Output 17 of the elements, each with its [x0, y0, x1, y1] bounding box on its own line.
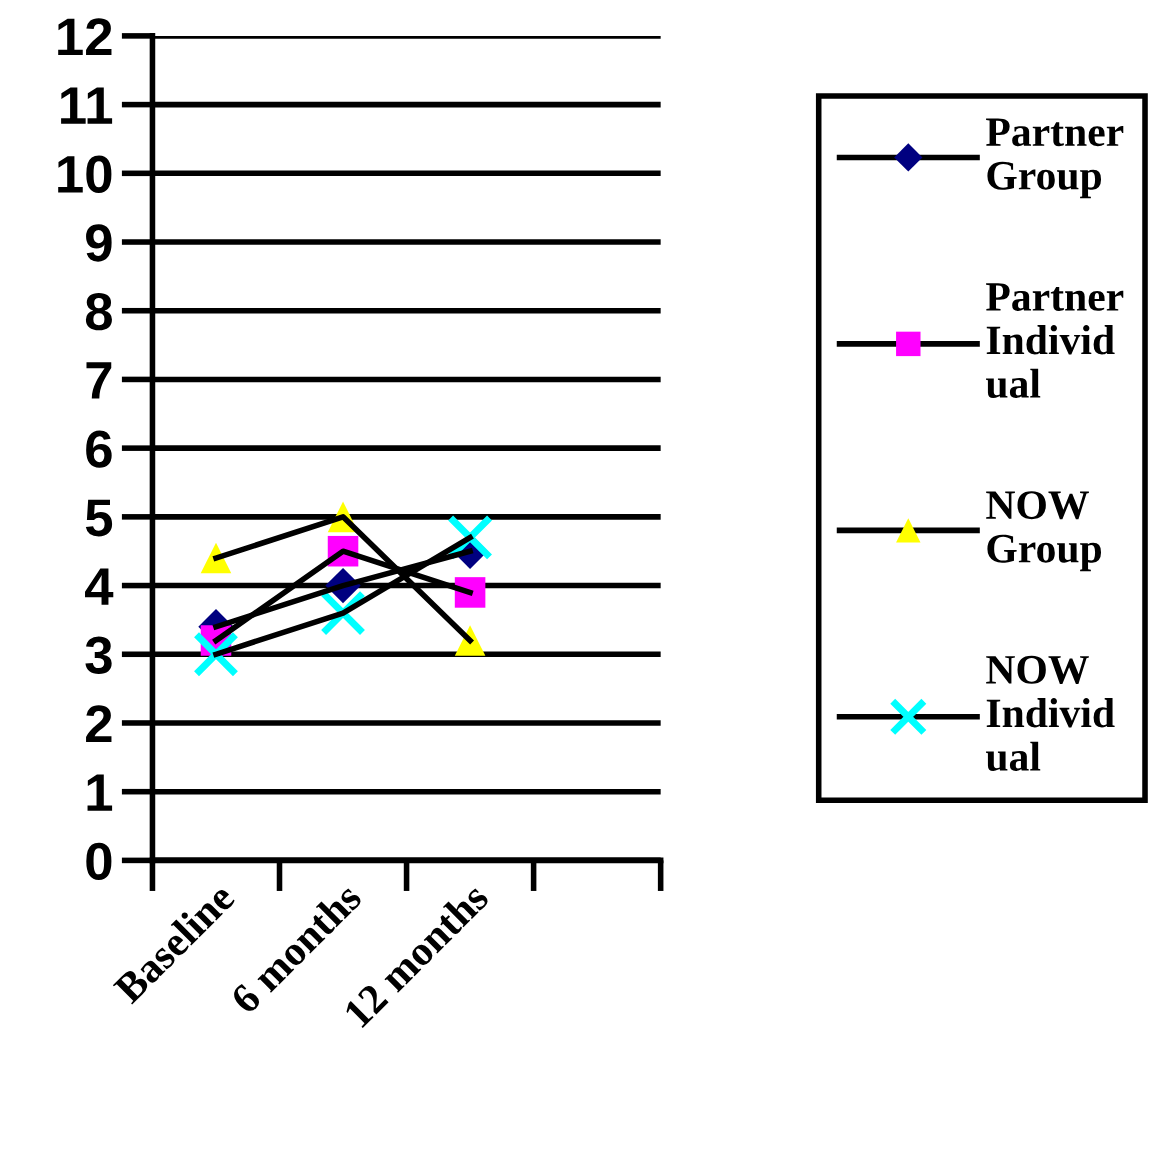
y-tick-label: 8	[85, 293, 112, 331]
y-tick-label: 12	[58, 18, 112, 56]
y-tick-label: 6	[86, 430, 112, 468]
y-tick-label: 0	[86, 842, 112, 881]
y-tick-label: 10	[58, 155, 112, 193]
legend-label: NOW Group	[986, 491, 1102, 572]
legend-label: NOW Individual	[986, 655, 1115, 772]
legend-label: Partner Group	[986, 118, 1124, 199]
y-tick-label: 4	[85, 568, 114, 605]
y-tick-label: 2	[86, 705, 112, 743]
y-tick-label: 1	[87, 774, 113, 811]
y-tick-label: 9	[86, 224, 112, 262]
y-tick-label: 7	[86, 362, 112, 399]
y-tick-label: 3	[85, 636, 112, 674]
y-tick-label: 11	[61, 87, 113, 124]
y-tick-label: 5	[85, 499, 113, 537]
legend-label: Partner Individual	[986, 283, 1124, 399]
